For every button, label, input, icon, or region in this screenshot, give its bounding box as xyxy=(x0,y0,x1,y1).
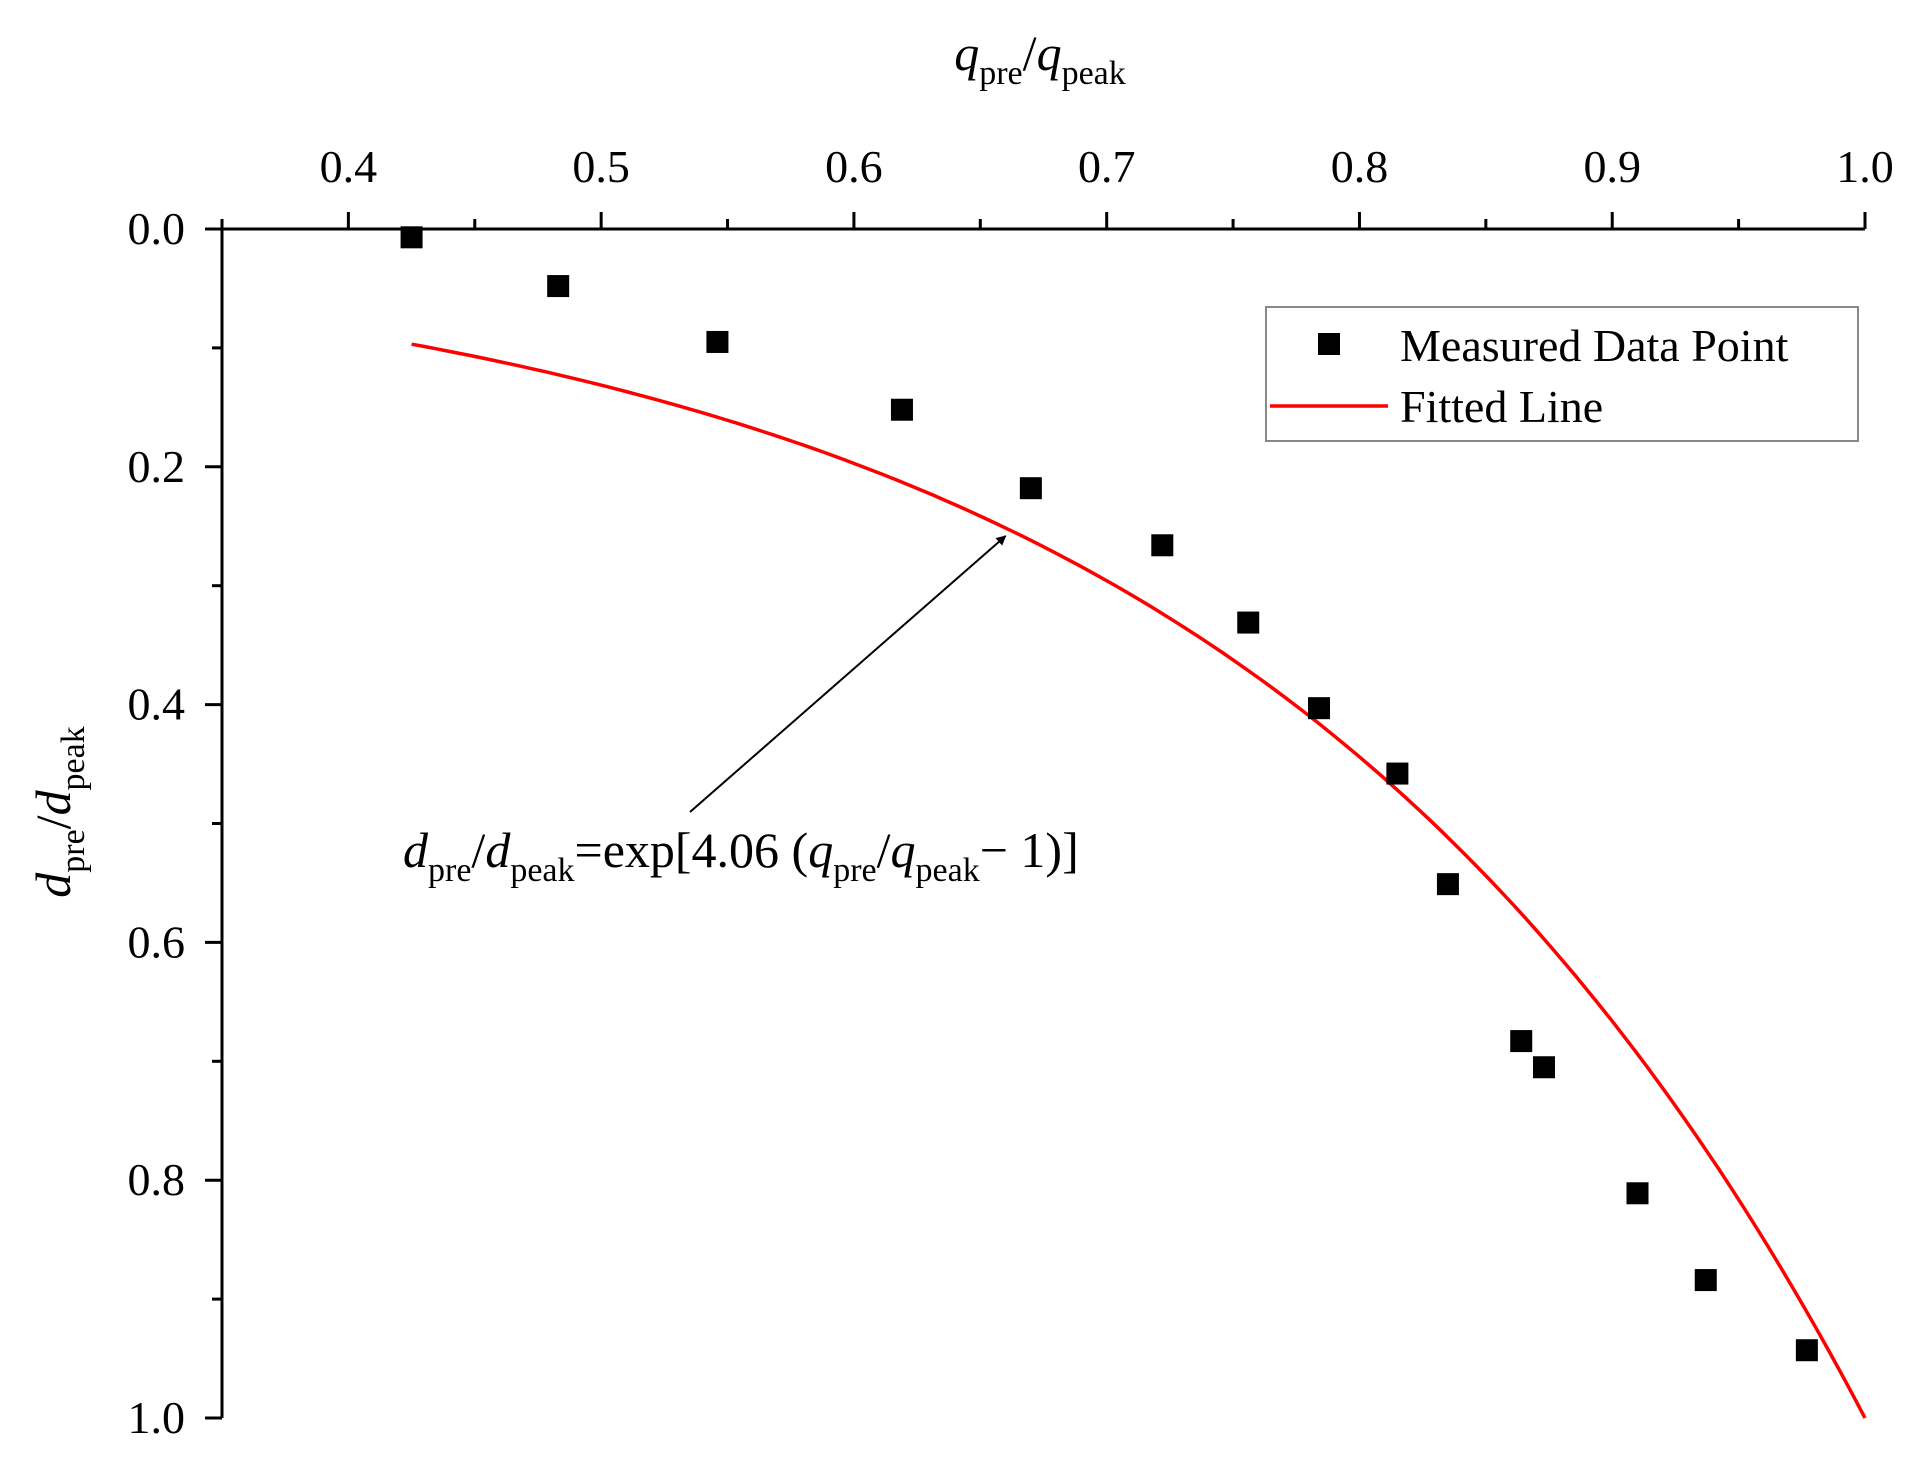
data-point xyxy=(1308,697,1331,720)
data-point xyxy=(1386,762,1409,785)
x-tick-label: 0.9 xyxy=(1583,141,1641,192)
y-tick-label: 0.6 xyxy=(128,916,186,967)
legend-label-fitted: Fitted Line xyxy=(1400,381,1603,432)
data-point xyxy=(400,226,423,249)
y-axis-title: dpre/dpeak xyxy=(25,726,92,898)
x-tick-label: 0.7 xyxy=(1078,141,1136,192)
x-tick-label: 0.8 xyxy=(1331,141,1389,192)
data-point xyxy=(1436,873,1459,896)
data-point xyxy=(1795,1339,1818,1362)
x-tick-label: 0.4 xyxy=(320,141,378,192)
y-tick-label: 1.0 xyxy=(128,1392,186,1443)
y-tick-label: 0.0 xyxy=(128,203,186,254)
data-point xyxy=(547,275,570,298)
annotation-equation: dpre/dpeak=exp[4.06 (qpre/qpeak− 1)] xyxy=(403,822,1079,889)
x-ticks: 0.4 0.5 0.6 0.7 0.8 0.9 1.0 xyxy=(220,141,1894,229)
x-axis-title: qpre/qpeak xyxy=(954,25,1126,92)
y-ticks: 0.0 0.2 0.4 0.6 0.8 1.0 xyxy=(128,203,222,1443)
y-tick-label: 0.8 xyxy=(128,1154,186,1205)
fitted-line xyxy=(411,342,1867,1419)
legend-marker-square xyxy=(1318,333,1340,355)
data-point xyxy=(1532,1056,1555,1079)
data-point xyxy=(1510,1030,1533,1053)
data-point xyxy=(1694,1269,1717,1292)
annotation-arrow xyxy=(689,535,1007,813)
y-tick-label: 0.2 xyxy=(128,441,186,492)
y-tick-label: 0.4 xyxy=(128,679,186,730)
data-point xyxy=(1237,611,1260,634)
data-point xyxy=(1151,534,1174,557)
x-tick-label: 0.5 xyxy=(572,141,630,192)
x-tick-label: 0.6 xyxy=(825,141,883,192)
legend-box xyxy=(1265,306,1859,442)
legend-label-measured: Measured Data Point xyxy=(1400,320,1789,371)
data-point xyxy=(1019,477,1042,500)
measured-points xyxy=(400,226,1818,1362)
data-point xyxy=(706,330,729,353)
data-point xyxy=(890,398,913,421)
legend: Measured Data Point Fitted Line xyxy=(1265,306,1859,442)
data-point xyxy=(1626,1182,1649,1205)
x-tick-label: 1.0 xyxy=(1836,141,1894,192)
